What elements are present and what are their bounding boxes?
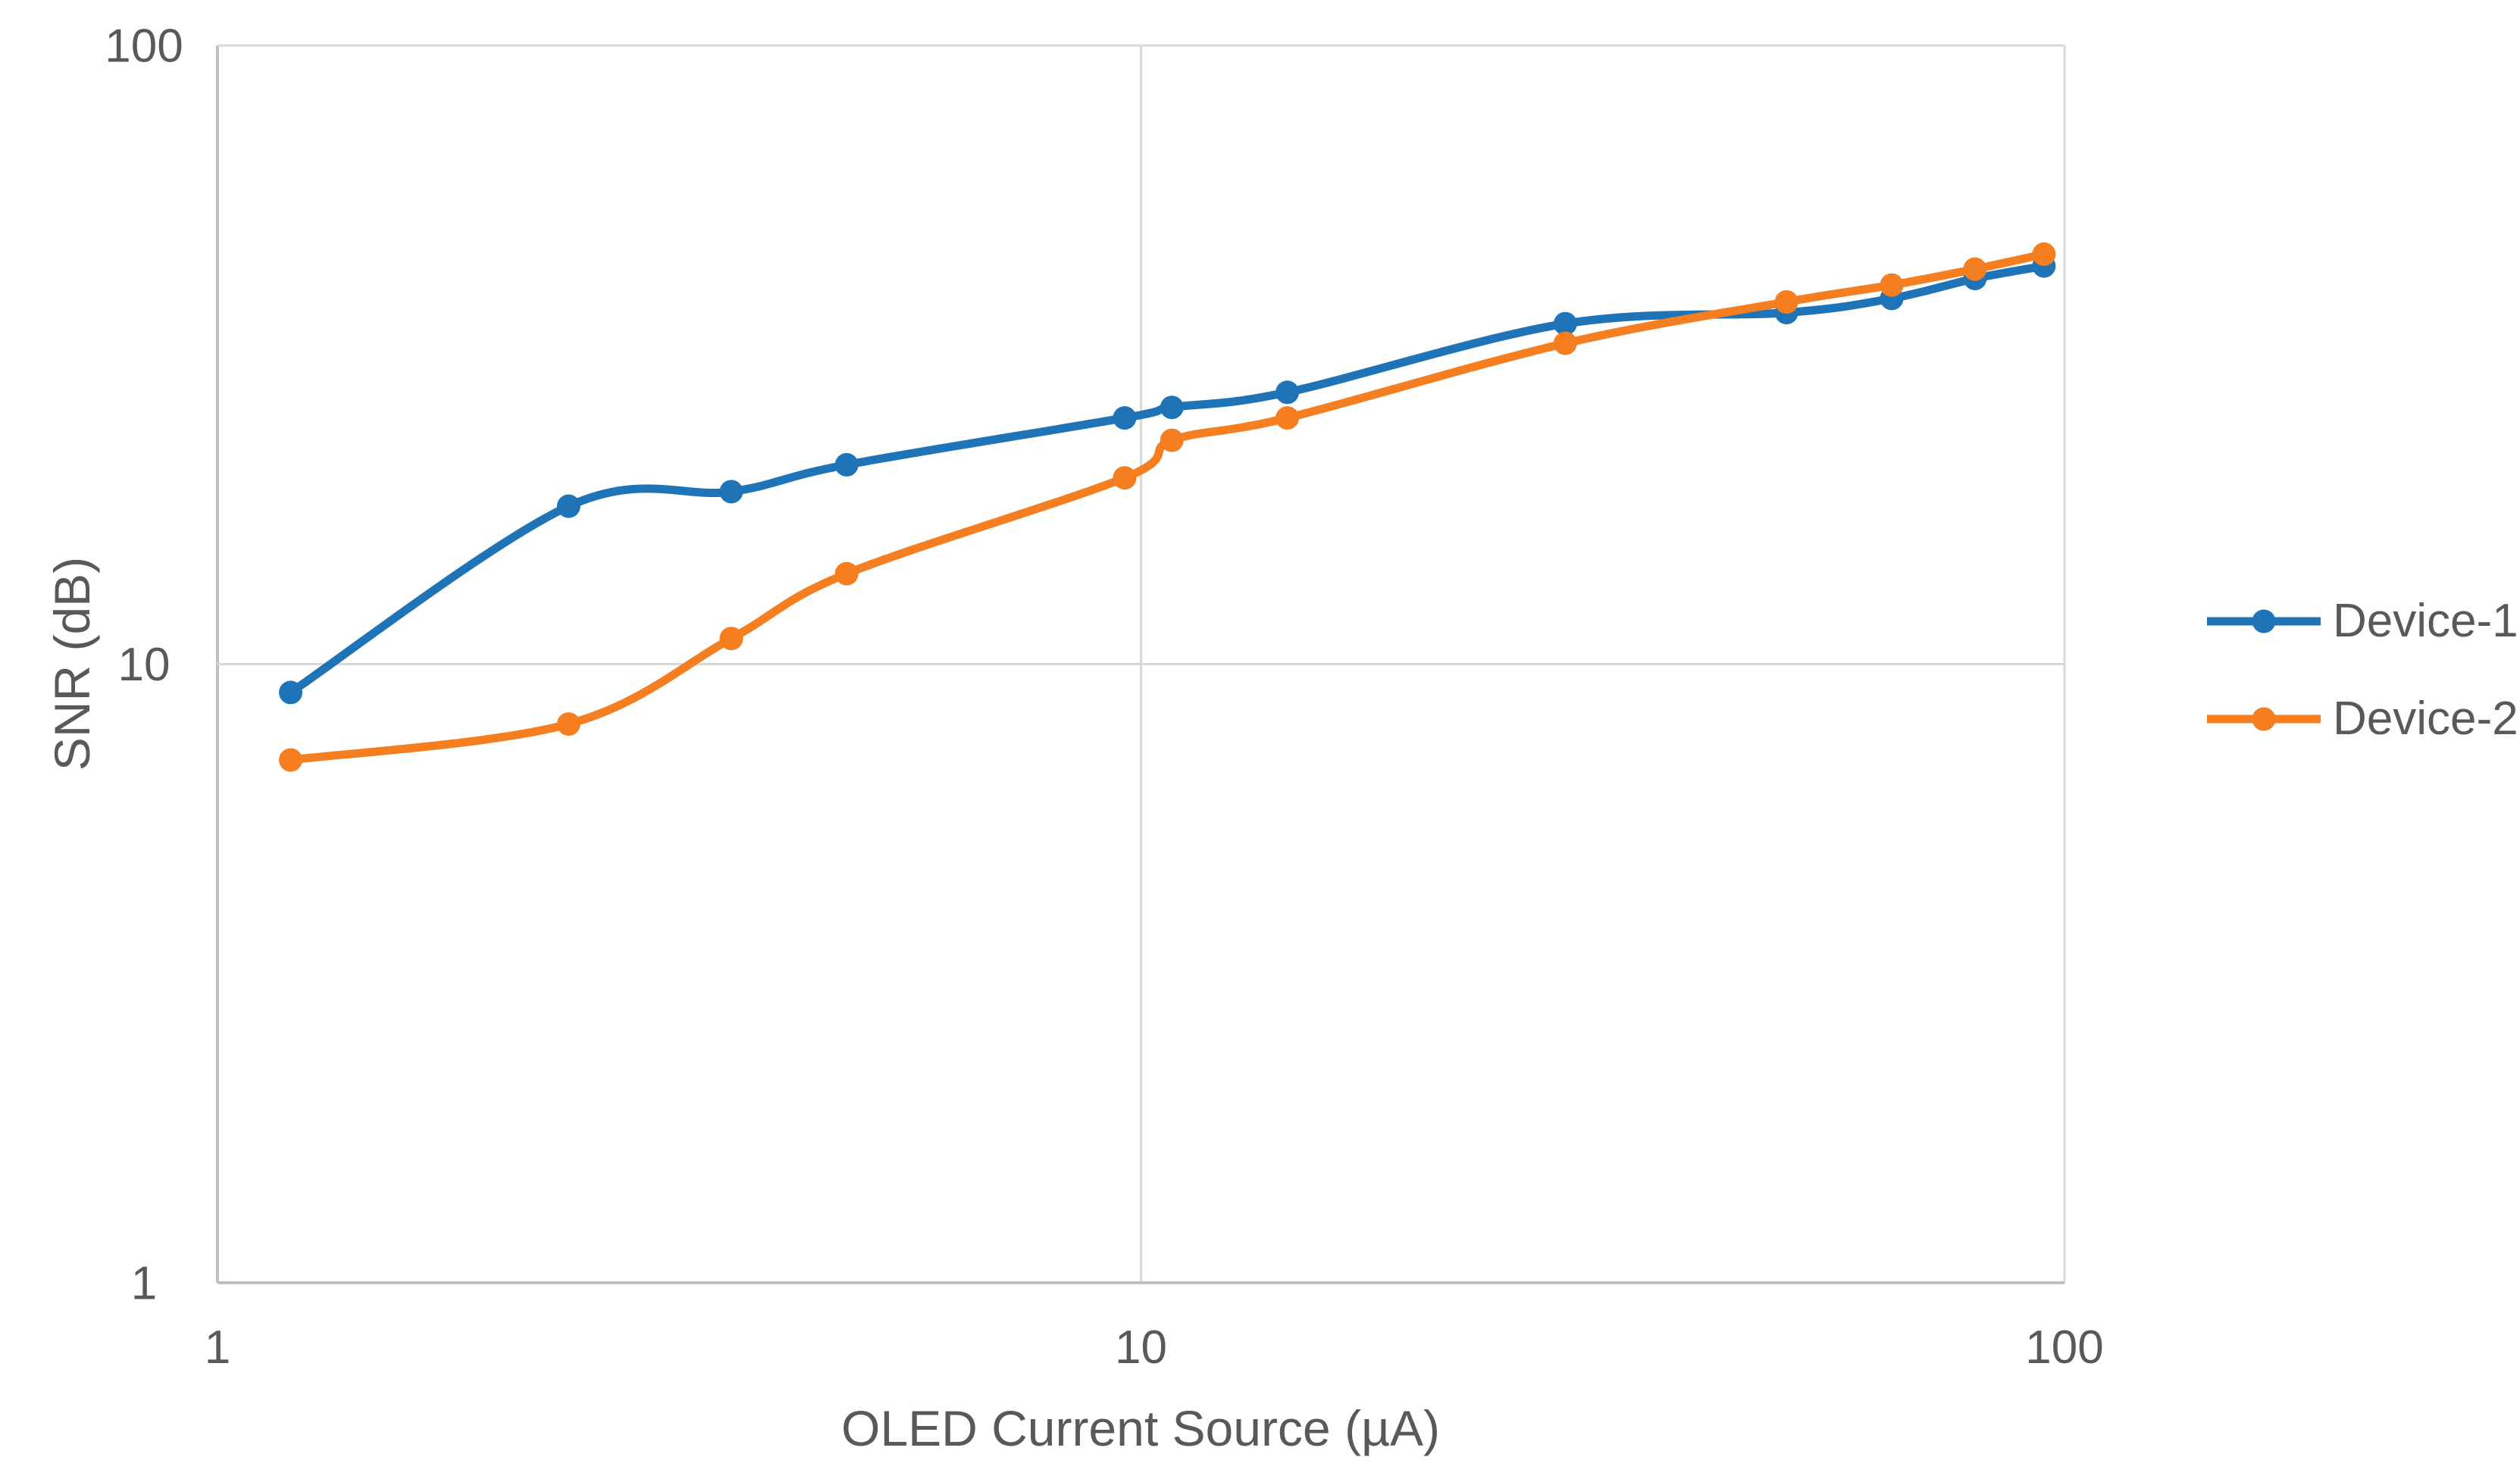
data-point-device-2-65 xyxy=(1880,273,1904,297)
y-axis-title: SNR (dB) xyxy=(44,556,100,771)
data-point-device-2-4.8 xyxy=(834,561,859,586)
legend-label: Device-1 xyxy=(2333,595,2518,647)
data-point-device-2-28.8 xyxy=(1553,331,1577,355)
legend-marker-dot xyxy=(2252,609,2276,633)
legend-label: Device-2 xyxy=(2333,693,2518,745)
data-point-device-2-1.2 xyxy=(279,748,302,772)
data-point-device-1-14.4 xyxy=(1276,380,1299,405)
legend-item-device-2: Device-2 xyxy=(2207,692,2518,746)
y-tick-label-100: 100 xyxy=(105,20,183,73)
data-point-device-1-10.8 xyxy=(1160,396,1184,420)
data-point-device-1-1.2 xyxy=(279,680,302,705)
data-point-device-2-14.4 xyxy=(1276,406,1299,430)
x-tick-label-10: 10 xyxy=(1115,1321,1167,1374)
data-point-device-1-2.4 xyxy=(556,494,581,518)
legend: Device-1 Device-2 xyxy=(2207,594,2518,746)
y-tick-label-1: 1 xyxy=(131,1258,157,1310)
legend-marker-dot xyxy=(2252,707,2276,730)
legend-swatch-device-1 xyxy=(2207,609,2321,633)
series-line-device-2 xyxy=(286,249,2049,765)
data-point-device-2-80 xyxy=(1963,257,1987,281)
legend-swatch-device-2 xyxy=(2207,707,2321,730)
data-point-device-2-3.6 xyxy=(719,627,743,651)
x-tick-label-1: 1 xyxy=(205,1321,230,1374)
x-axis-title: OLED Current Source (µA) xyxy=(841,1400,1440,1456)
series-line-device-1 xyxy=(286,261,2049,697)
x-tick-label-100: 100 xyxy=(2025,1321,2103,1374)
data-point-device-1-3.6 xyxy=(719,480,743,504)
data-point-device-1-28.8 xyxy=(1553,311,1577,336)
data-point-device-2-9.6 xyxy=(1113,466,1137,490)
data-point-device-2-2.4 xyxy=(556,712,581,736)
data-point-device-2-50 xyxy=(1774,290,1798,314)
data-point-device-1-9.6 xyxy=(1113,406,1137,430)
y-tick-label-10: 10 xyxy=(118,639,171,691)
data-point-device-1-4.8 xyxy=(834,452,859,477)
data-point-device-2-10.8 xyxy=(1160,428,1184,452)
data-point-device-2-95 xyxy=(2032,242,2056,266)
legend-item-device-1: Device-1 xyxy=(2207,594,2518,648)
